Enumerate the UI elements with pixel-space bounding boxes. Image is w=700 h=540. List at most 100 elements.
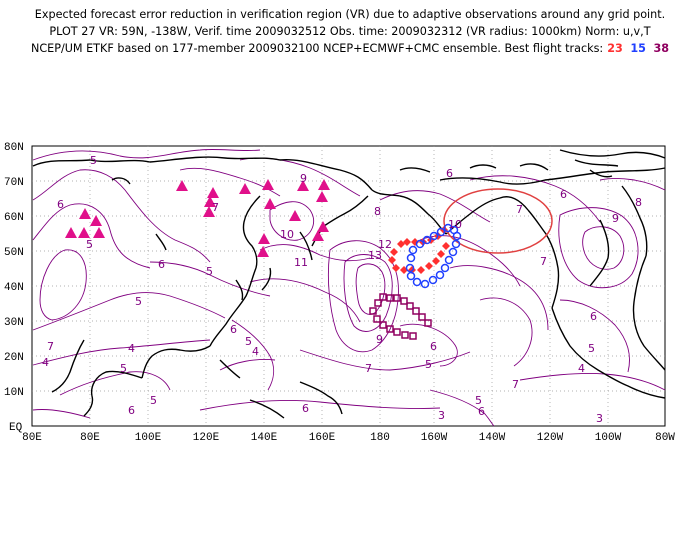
contour-label: 5 [475, 394, 482, 407]
triangle-marker [79, 208, 91, 219]
triangle-marker [90, 215, 102, 226]
track-c-marker [374, 299, 382, 307]
triangle-marker [203, 206, 215, 217]
triangle-marker [204, 196, 216, 207]
lat-label: 70N [4, 177, 24, 189]
track-c-marker [424, 319, 432, 327]
triangle-marker [207, 187, 219, 198]
track-b-marker [435, 270, 445, 280]
lat-label: 50N [4, 247, 24, 259]
contour-label: 5 [425, 358, 432, 371]
track-a-marker [388, 256, 396, 264]
contour-labels: 5 5 5 5 5 5 5 5 6 6 6 6 6 6 6 6 6 7 7 7 … [42, 154, 642, 425]
contour-label: 6 [590, 310, 597, 323]
track-b-marker [440, 263, 450, 273]
contour-label: 7 [365, 362, 372, 375]
track-b-marker [415, 239, 425, 249]
track-c-marker [393, 294, 401, 302]
latitude-labels: 80N 70N 60N 50N 40N 30N 20N 10N EQ [4, 142, 24, 434]
contour-label: 9 [300, 172, 307, 185]
lon-label: 160E [309, 432, 336, 444]
lat-label: EQ [9, 422, 23, 434]
contour-label: 7 [512, 378, 519, 391]
lon-label: 120E [193, 432, 220, 444]
contour-label: 6 [446, 167, 453, 180]
contour-label: 5 [120, 362, 127, 375]
lat-label: 30N [4, 317, 24, 329]
contour-label: 4 [42, 356, 49, 369]
track-c-marker [386, 325, 394, 333]
track-a-marker [392, 264, 400, 272]
triangle-marker [316, 191, 328, 202]
header-line-1: Expected forecast error reduction in ver… [34, 8, 666, 21]
contour-label: 10 [448, 218, 462, 231]
track-b-marker [408, 245, 418, 255]
contour-label: 7 [47, 340, 54, 353]
lat-label: 60N [4, 212, 24, 224]
track-c-marker [379, 321, 387, 329]
track-a-marker [390, 248, 398, 256]
track-b-marker [406, 253, 416, 263]
contour-label: 3 [596, 412, 603, 425]
contour-label: 5 [90, 154, 97, 167]
track-c-marker [418, 313, 426, 321]
triangle-marker [312, 230, 324, 241]
track-b-marker [452, 231, 462, 241]
track-b-marker [420, 279, 430, 289]
triangle-marker [78, 227, 90, 238]
triangle-marker [93, 227, 105, 238]
track-b-marker [436, 227, 446, 237]
contour-label: 6 [57, 198, 64, 211]
lat-label: 10N [4, 387, 24, 399]
contour-label: 7 [212, 201, 219, 214]
lon-label: 180 [370, 432, 390, 444]
triangle-marker [176, 180, 188, 191]
track-b-marker [444, 255, 454, 265]
contour-label: 7 [540, 255, 547, 268]
track-a-marker [403, 238, 411, 246]
contour-label: 9 [376, 333, 383, 346]
track-c-marker [412, 307, 420, 315]
track-b-marker [422, 235, 432, 245]
contour-label: 5 [150, 394, 157, 407]
contour-label: 5 [135, 295, 142, 308]
triangle-marker [262, 179, 274, 190]
contour-label: 4 [252, 345, 259, 358]
lon-label: 140E [251, 432, 278, 444]
track-a-marker [425, 262, 433, 270]
track-c-marker [401, 331, 409, 339]
contour-label: 4 [128, 342, 135, 355]
lat-label: 80N [4, 142, 24, 154]
target-triangles [65, 179, 330, 257]
triangle-marker [297, 180, 309, 191]
track-c-marker [373, 315, 381, 323]
track-a-marker [417, 266, 425, 274]
flight-track-b [405, 223, 462, 289]
track-c-marker [379, 293, 387, 301]
triangle-marker [317, 221, 329, 232]
gridlines [32, 146, 665, 426]
contour-label: 3 [438, 409, 445, 422]
lon-label: 140W [479, 432, 506, 444]
contour-label: 5 [245, 335, 252, 348]
contour-label: 10 [280, 228, 294, 241]
flight-track-c [369, 293, 432, 340]
contour-label: 5 [206, 265, 213, 278]
triangle-marker [289, 210, 301, 221]
track-c-marker [369, 307, 377, 315]
track-b-number: 15 [630, 42, 646, 55]
track-b-marker [412, 277, 422, 287]
lon-label: 100E [135, 432, 162, 444]
triangle-marker [257, 246, 269, 257]
verification-region-circle [443, 188, 553, 254]
coastlines [32, 149, 666, 419]
track-b-marker [406, 271, 416, 281]
figure-header: Expected forecast error reduction in ver… [0, 6, 700, 57]
lon-label: 80E [22, 432, 42, 444]
contour-lines [32, 148, 666, 427]
contour-label: 6 [128, 404, 135, 417]
track-b-marker [405, 263, 415, 273]
lon-label: 100W [595, 432, 622, 444]
contour-label: 6 [560, 188, 567, 201]
lon-label: 160W [421, 432, 448, 444]
